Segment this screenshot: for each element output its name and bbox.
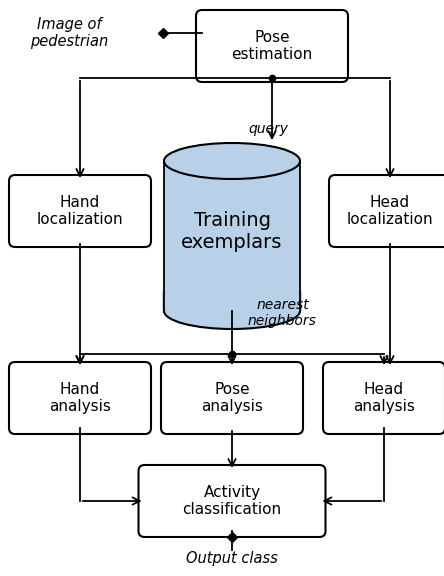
FancyBboxPatch shape [196, 10, 348, 82]
Polygon shape [162, 291, 302, 311]
Ellipse shape [164, 143, 300, 179]
Text: Pose
estimation: Pose estimation [231, 30, 313, 62]
Text: Activity
classification: Activity classification [182, 485, 281, 517]
Ellipse shape [164, 293, 300, 329]
FancyBboxPatch shape [161, 362, 303, 434]
FancyBboxPatch shape [9, 362, 151, 434]
Text: Image of
pedestrian: Image of pedestrian [30, 17, 108, 49]
Text: Output class: Output class [186, 551, 278, 566]
FancyBboxPatch shape [139, 465, 325, 537]
Text: nearest
neighbors: nearest neighbors [248, 298, 317, 328]
Text: Hand
analysis: Hand analysis [49, 382, 111, 414]
Polygon shape [164, 161, 300, 311]
Text: Hand
localization: Hand localization [37, 195, 123, 227]
FancyBboxPatch shape [9, 175, 151, 247]
FancyBboxPatch shape [329, 175, 444, 247]
FancyBboxPatch shape [323, 362, 444, 434]
Text: Head
localization: Head localization [347, 195, 433, 227]
Text: Training
exemplars: Training exemplars [181, 210, 283, 252]
Text: query: query [248, 122, 288, 136]
Text: Head
analysis: Head analysis [353, 382, 415, 414]
Text: Pose
analysis: Pose analysis [201, 382, 263, 414]
